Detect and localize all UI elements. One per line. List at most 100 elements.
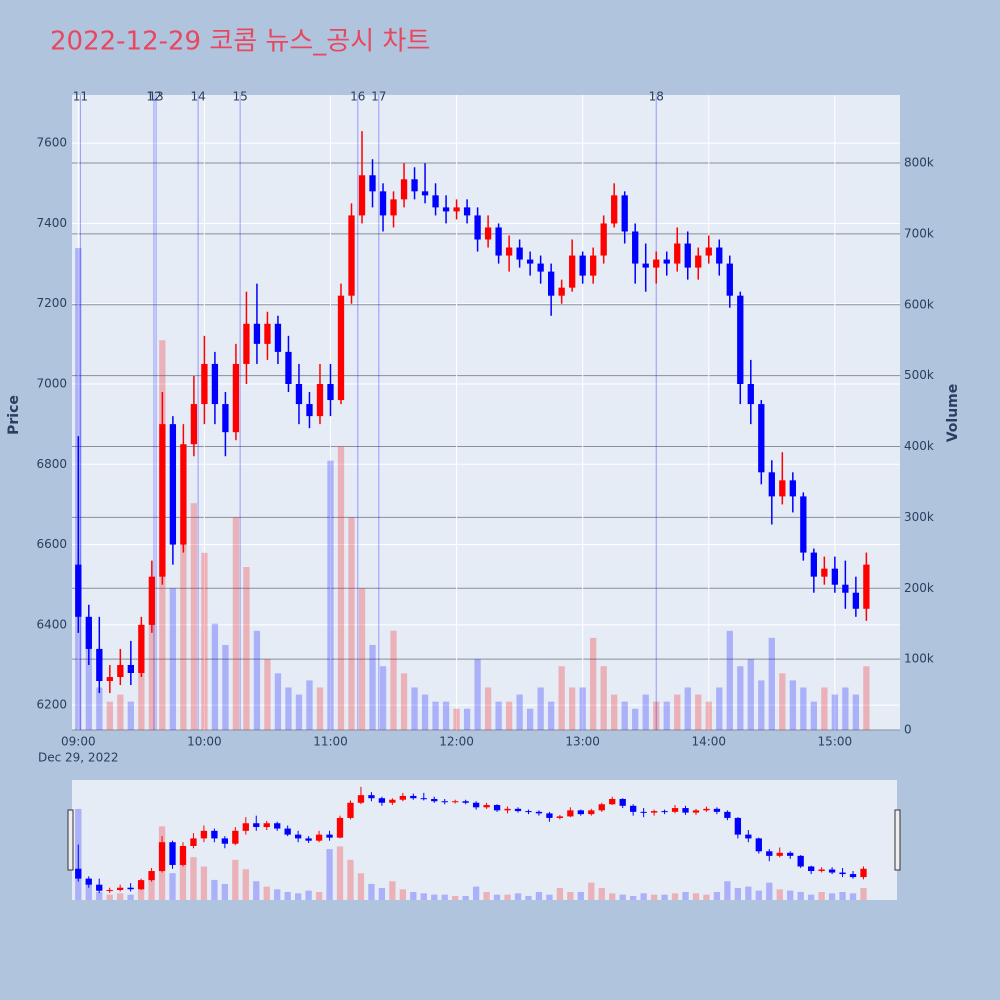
x-tick-label: 12:00 [439,735,474,749]
candle-body-mini [493,805,501,811]
candle-body [779,480,786,497]
y2-tick-label: 500k [904,368,934,382]
volume-bar [274,673,282,730]
y2-tick-label: 300k [904,510,934,524]
candle-body [590,255,597,276]
volume-bar [169,588,177,730]
news-label: 13 [148,90,163,104]
volume-bar [852,694,860,730]
volume-bar-mini [305,890,312,900]
candle-body-mini [274,823,281,829]
candle-body-mini [609,798,616,805]
volume-bar-mini [692,893,700,900]
volume-bar [138,644,145,730]
volume-bar-mini [671,893,679,900]
candle-body-mini [106,889,113,891]
volume-bar-mini [828,893,836,900]
volume-bar [348,517,355,730]
volume-bar-mini [106,894,113,900]
candle-body [306,404,313,417]
y-tick-label: 6800 [36,457,67,471]
candle-body-mini [253,823,260,828]
range-handle[interactable] [894,809,901,871]
candle-body [117,664,124,678]
volume-bar-mini [807,894,815,900]
y-tick-label: 6200 [36,698,67,712]
x-tick-label: 09:00 [61,735,96,749]
candle-body-mini [211,830,218,839]
volume-bar [821,687,828,730]
y2-tick-label: 700k [904,226,934,240]
volume-bar-mini [462,895,469,900]
volume-bar [232,517,240,730]
y-tick-label: 7000 [36,377,67,391]
range-handle[interactable] [67,809,74,871]
candle-body-mini [514,808,522,812]
y2-tick-label: 600k [904,297,934,311]
volume-bar-mini [148,873,155,900]
news-label: 18 [649,90,664,104]
volume-bar-mini [399,889,406,900]
volume-bar [127,701,134,730]
candle-body-mini [588,810,595,815]
volume-bar [863,666,870,730]
chart-title: 2022-12-29 코콤 뉴스_공시 차트 [50,27,430,57]
candle-body [274,323,282,352]
candle-body [663,259,670,264]
volume-bar-mini [221,883,229,900]
candle-body [611,195,618,224]
candle-body-mini [619,798,626,806]
news-label: 11 [73,90,88,104]
volume-bar-mini [598,887,605,900]
volume-bar-mini [818,891,825,900]
candle-body [295,384,303,405]
volume-bar [705,701,712,730]
candle-body [201,363,208,405]
candle-body-mini [472,802,480,808]
volume-bar-mini [787,890,794,900]
x-date-label: Dec 29, 2022 [38,751,118,765]
candle-body-mini [797,855,804,867]
volume-bar-mini [514,893,522,900]
candle-body [789,480,796,497]
volume-bar [379,666,387,730]
candle-body [484,227,492,240]
volume-bar-mini [389,881,396,900]
volume-bar-mini [315,891,323,900]
volume-bar [400,673,408,730]
volume-bar [421,694,429,730]
volume-bar-mini [253,881,260,900]
volume-bar-mini [703,894,710,900]
candle-body [432,195,439,208]
volume-bar [211,623,219,730]
volume-bar-mini [483,891,490,900]
volume-bar-mini [137,883,145,900]
candle-body-mini [661,811,668,813]
candle-body-mini [535,811,543,814]
candle-body [327,384,334,401]
candle-body [127,664,134,674]
candle-body [800,496,807,553]
candle-body [337,295,345,401]
volume-bar [558,666,565,730]
candle-body-mini [158,842,166,872]
candle-body-mini [703,808,710,811]
volume-bar-mini [431,894,438,900]
volume-bar-mini [200,866,208,900]
candle-body [211,363,219,405]
candle-body-mini [368,795,375,799]
volume-bar-mini [535,891,543,900]
candle-body [505,247,513,256]
candle-body-mini [347,802,354,818]
volume-bar [442,701,450,730]
volume-bar [747,659,754,730]
volume-bar [148,588,156,730]
volume-bar [327,460,334,730]
candle-body-mini [755,838,762,852]
candle-body [516,247,523,260]
volume-bar-mini [452,895,459,900]
candle-body [411,179,418,192]
candle-body-mini [807,866,815,872]
candle-body [558,287,565,296]
